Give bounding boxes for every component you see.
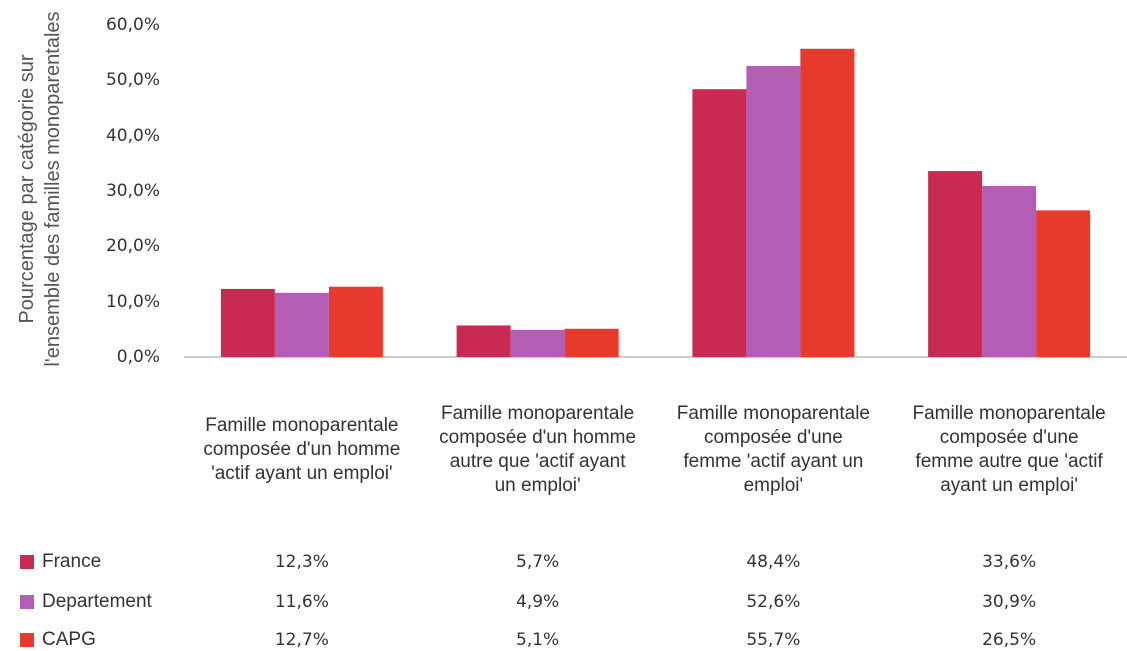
legend-swatch — [20, 555, 34, 569]
bar — [800, 48, 855, 357]
bar — [220, 288, 275, 357]
table-value: 52,6% — [746, 592, 801, 612]
legend-label: CAPG — [42, 629, 96, 650]
bar — [928, 171, 983, 357]
x-tick-label: Famille monoparentale composée d'un homm… — [439, 403, 637, 496]
x-tick-label: Famille monoparentale composée d'une fem… — [912, 403, 1106, 496]
x-tick-label-box: Famille monoparentale composée d'un homm… — [438, 364, 638, 536]
y-tick-label: 60,0% — [105, 15, 160, 35]
bar — [982, 186, 1037, 357]
table-value: 12,7% — [274, 630, 329, 650]
table-value: 48,4% — [746, 552, 801, 572]
y-tick-label: 30,0% — [105, 181, 160, 201]
x-tick-label: Famille monoparentale composée d'une fem… — [676, 403, 870, 496]
bar — [746, 65, 801, 358]
y-tick-label: 0,0% — [116, 347, 160, 367]
bar — [456, 325, 511, 357]
y-tick-label: 20,0% — [105, 236, 160, 257]
bar — [564, 328, 619, 357]
x-tick-label-box: Famille monoparentale composée d'une fem… — [673, 364, 873, 536]
table-value: 5,7% — [516, 552, 560, 572]
bar — [328, 286, 383, 357]
table-value: 55,7% — [746, 630, 801, 650]
table-value: 12,3% — [274, 552, 329, 572]
table-value: 11,6% — [274, 592, 329, 612]
bar — [1036, 210, 1091, 357]
legend-swatch — [20, 633, 34, 647]
table-value: 30,9% — [982, 592, 1037, 612]
y-axis-label: Pourcentage par catégorie sur l'ensemble… — [16, 11, 64, 367]
legend-label: Departement — [42, 591, 152, 612]
x-tick-label-box: Famille monoparentale composée d'un homm… — [202, 364, 402, 536]
x-tick-label-box: Famille monoparentale composée d'une fem… — [909, 364, 1109, 536]
x-tick-label: Famille monoparentale composée d'un homm… — [203, 415, 401, 484]
table-value: 26,5% — [982, 630, 1037, 650]
bar — [510, 329, 565, 357]
table-value: 33,6% — [982, 552, 1037, 572]
bar — [692, 89, 747, 357]
y-tick-label: 50,0% — [105, 70, 160, 91]
table-value: 5,1% — [516, 630, 560, 650]
legend-swatch — [20, 595, 34, 609]
legend-label: France — [42, 551, 102, 572]
y-tick-label: 40,0% — [105, 125, 160, 146]
y-tick-label: 10,0% — [105, 291, 160, 312]
table-value: 4,9% — [516, 592, 560, 612]
bar — [274, 292, 329, 357]
